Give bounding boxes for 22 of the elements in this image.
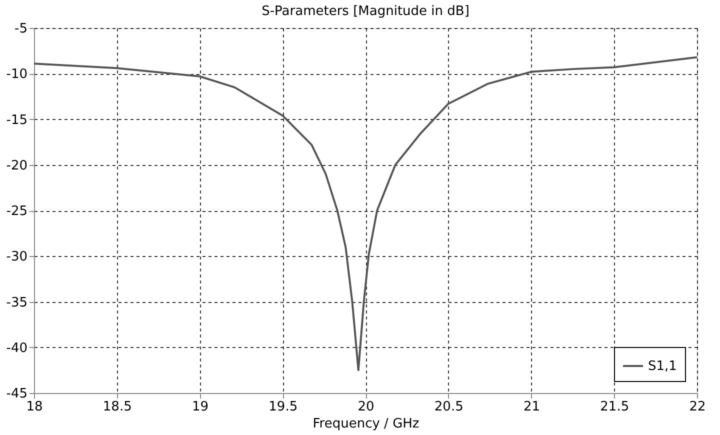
y-tick-label: -45 [6, 386, 28, 402]
x-tick-label: 18 [26, 400, 43, 414]
x-tick-label: 18.5 [102, 400, 132, 414]
y-tick-label: -20 [6, 158, 28, 174]
y-tick-label: -5 [14, 22, 28, 36]
x-tick-label: 19 [192, 400, 209, 414]
y-tick-label: -40 [6, 340, 28, 356]
legend-label: S1,1 [648, 359, 677, 374]
x-axis-title: Frequency / GHz [312, 416, 420, 432]
y-tick-label: -15 [6, 112, 28, 128]
chart-title: S-Parameters [Magnitude in dB] [262, 4, 470, 19]
x-tick-label: 20 [358, 400, 374, 414]
x-tick-label: 21 [523, 400, 540, 414]
x-tick-label: 22 [689, 400, 706, 414]
line-series [33, 56, 698, 372]
x-tick-label: 21.5 [600, 400, 630, 414]
y-tick-label: -35 [6, 295, 28, 310]
x-tick-label: 20.5 [434, 400, 464, 414]
y-tick-label: -25 [6, 204, 28, 219]
y-tick-label: -10 [6, 67, 28, 82]
y-tick-label: -30 [6, 250, 28, 265]
x-tick-label: 19.5 [268, 400, 298, 414]
